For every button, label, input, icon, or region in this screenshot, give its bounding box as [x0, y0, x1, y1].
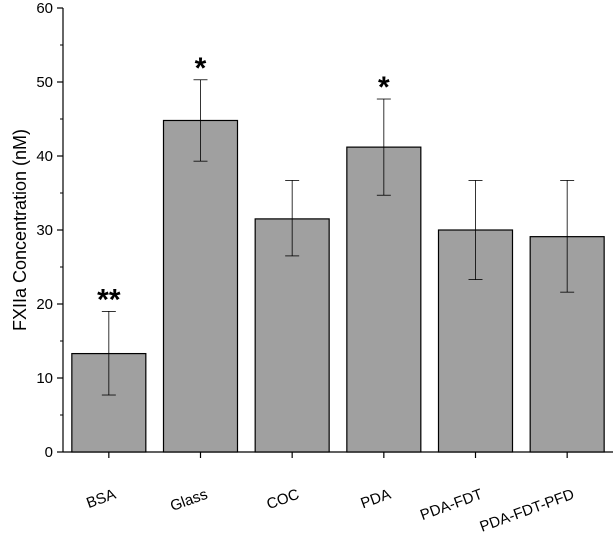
- y-tick-label: 60: [36, 0, 53, 17]
- significance-marker: *: [195, 52, 207, 85]
- y-axis-label: FXIIa Concentration (nM): [10, 129, 30, 331]
- bar-glass: [162, 119, 239, 453]
- x-tick-label: COC: [264, 486, 301, 513]
- significance-marker: **: [97, 283, 121, 316]
- bar-coc: [254, 218, 330, 453]
- bar-bsa: [71, 352, 147, 453]
- x-tick-label: BSA: [84, 486, 118, 512]
- bars-layer: [71, 119, 605, 453]
- y-tick-label: 30: [36, 222, 53, 239]
- x-tick-label: PDA-FDT: [418, 486, 485, 524]
- y-tick-label: 40: [36, 148, 53, 165]
- y-tick-label: 0: [45, 444, 53, 461]
- significance-marker: *: [378, 71, 390, 104]
- x-tick-label: Glass: [168, 486, 210, 515]
- significance-layer: ****: [97, 52, 390, 317]
- y-tick-label: 50: [36, 74, 53, 91]
- x-tick-label: PDA: [358, 486, 393, 513]
- axes-layer: [57, 7, 613, 458]
- error-bars-layer: [101, 79, 575, 396]
- y-tick-label: 20: [36, 296, 53, 313]
- x-tick-label: PDA-FDT-PFD: [478, 486, 577, 536]
- y-tick-label: 10: [36, 370, 53, 387]
